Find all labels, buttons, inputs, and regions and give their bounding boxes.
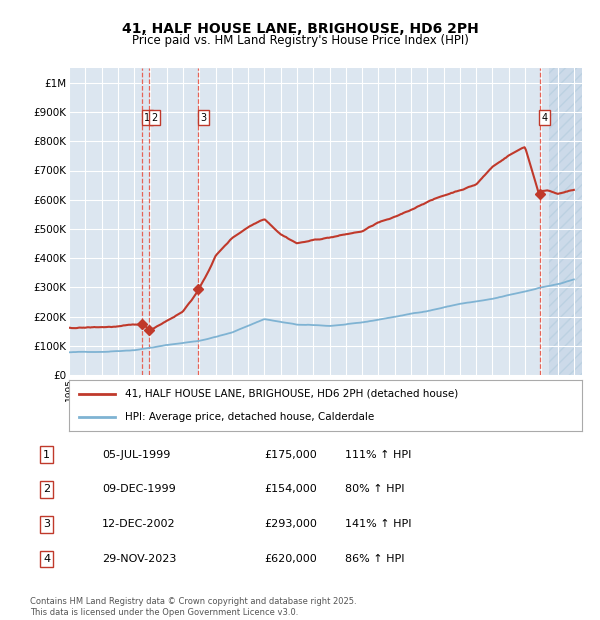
- Text: £620,000: £620,000: [264, 554, 317, 564]
- Text: 86% ↑ HPI: 86% ↑ HPI: [344, 554, 404, 564]
- Text: 29-NOV-2023: 29-NOV-2023: [102, 554, 176, 564]
- Text: £175,000: £175,000: [264, 450, 317, 459]
- Text: Contains HM Land Registry data © Crown copyright and database right 2025.
This d: Contains HM Land Registry data © Crown c…: [30, 598, 356, 617]
- Text: £293,000: £293,000: [264, 520, 317, 529]
- Text: 2: 2: [151, 113, 157, 123]
- Text: 3: 3: [200, 113, 206, 123]
- Text: 80% ↑ HPI: 80% ↑ HPI: [344, 484, 404, 494]
- Text: 141% ↑ HPI: 141% ↑ HPI: [344, 520, 411, 529]
- Text: 4: 4: [43, 554, 50, 564]
- Text: 3: 3: [43, 520, 50, 529]
- Text: 111% ↑ HPI: 111% ↑ HPI: [344, 450, 411, 459]
- Text: 12-DEC-2002: 12-DEC-2002: [102, 520, 175, 529]
- Text: 41, HALF HOUSE LANE, BRIGHOUSE, HD6 2PH: 41, HALF HOUSE LANE, BRIGHOUSE, HD6 2PH: [122, 22, 478, 36]
- Text: 1: 1: [43, 450, 50, 459]
- Text: 05-JUL-1999: 05-JUL-1999: [102, 450, 170, 459]
- Text: 1: 1: [144, 113, 150, 123]
- Text: 09-DEC-1999: 09-DEC-1999: [102, 484, 176, 494]
- Text: £154,000: £154,000: [264, 484, 317, 494]
- Text: 4: 4: [541, 113, 548, 123]
- Text: Price paid vs. HM Land Registry's House Price Index (HPI): Price paid vs. HM Land Registry's House …: [131, 34, 469, 47]
- Text: HPI: Average price, detached house, Calderdale: HPI: Average price, detached house, Cald…: [125, 412, 374, 422]
- Text: 2: 2: [43, 484, 50, 494]
- Text: 41, HALF HOUSE LANE, BRIGHOUSE, HD6 2PH (detached house): 41, HALF HOUSE LANE, BRIGHOUSE, HD6 2PH …: [125, 389, 458, 399]
